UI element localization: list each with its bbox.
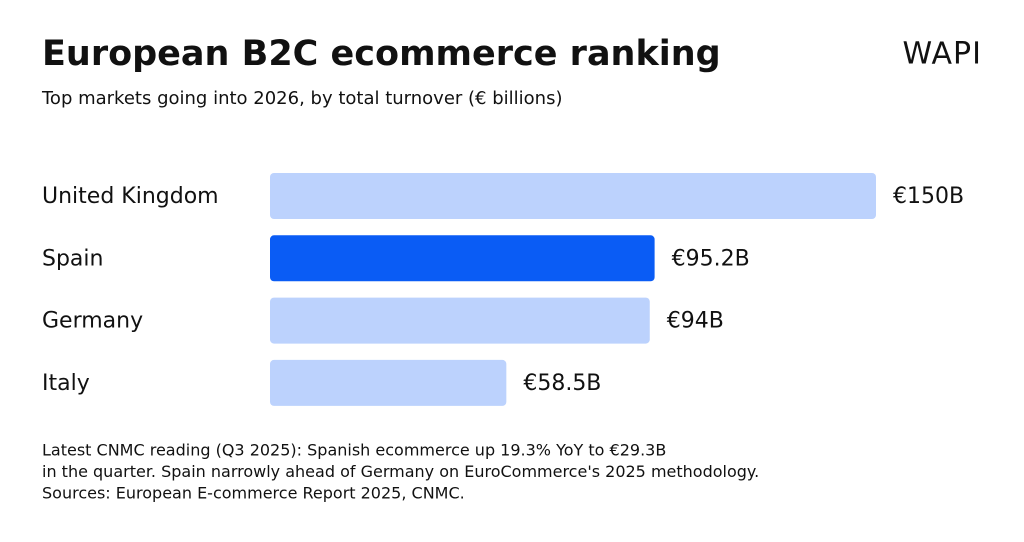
bar <box>270 297 650 344</box>
chart-title: European B2C ecommerce ranking <box>42 34 721 74</box>
category-label: Germany <box>42 309 143 334</box>
logo: WAPI <box>903 37 982 72</box>
chart-subtitle: Top markets going into 2026, by total tu… <box>41 88 562 109</box>
value-label: €58.5B <box>523 371 601 396</box>
bar <box>270 359 507 406</box>
bar <box>270 173 876 219</box>
bar <box>270 235 655 282</box>
category-label: Italy <box>42 371 90 396</box>
footnote: in the quarter. Spain narrowly ahead of … <box>42 462 759 481</box>
value-label: €94B <box>667 309 724 334</box>
category-label: Spain <box>42 246 103 271</box>
footnote: Sources: European E-commerce Report 2025… <box>42 484 465 503</box>
value-label: €95.2B <box>672 246 750 271</box>
category-label: United Kingdom <box>42 184 219 209</box>
value-label: €150B <box>893 184 964 209</box>
footnote: Latest CNMC reading (Q3 2025): Spanish e… <box>42 441 666 460</box>
